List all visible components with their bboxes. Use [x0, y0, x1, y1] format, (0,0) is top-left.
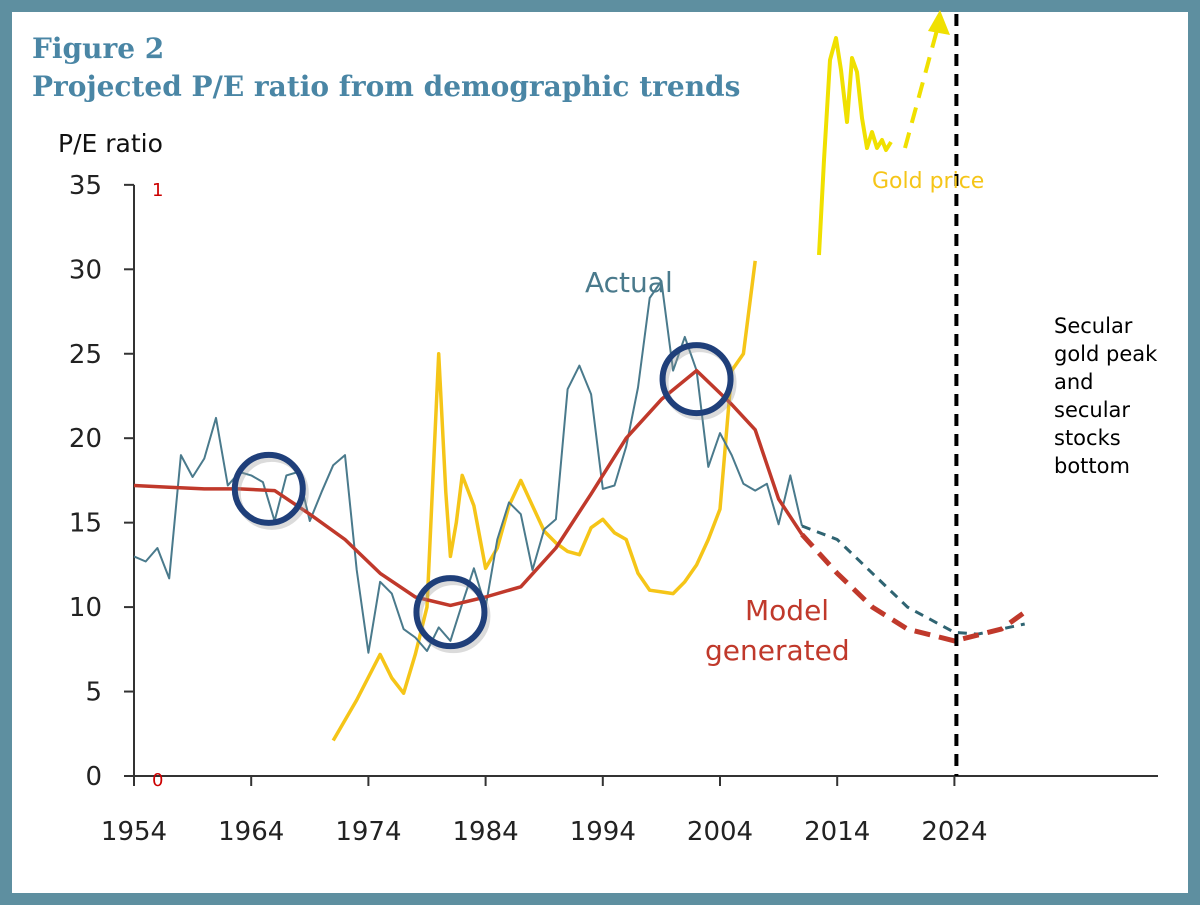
y-tick-label: 0 — [85, 762, 102, 792]
y-tick-label: 20 — [69, 424, 102, 454]
series-actual-projection — [801, 524, 1026, 636]
x-tick-label: 2004 — [687, 817, 753, 847]
y-axis-label: P/E ratio — [58, 129, 163, 158]
series-gold-price — [331, 260, 757, 742]
model-annotation-line1: Model — [745, 594, 829, 627]
x-tick-label: 1964 — [218, 817, 284, 847]
gold-arrow-head — [928, 10, 950, 35]
x-tick-label: 1994 — [570, 817, 636, 847]
secular-annotation: Secular gold peak and secular stocks bot… — [1054, 314, 1158, 478]
series-lines — [133, 10, 1027, 776]
y-tick-label: 30 — [69, 255, 102, 285]
figure-subtitle: Projected P/E ratio from demographic tre… — [32, 70, 741, 103]
gold-arrow-shaft — [903, 29, 939, 149]
highlight-circle — [659, 342, 734, 417]
x-tick-label: 1984 — [453, 817, 519, 847]
x-tick-label: 1974 — [335, 817, 401, 847]
actual-annotation: Actual — [585, 266, 673, 299]
x-tick-label: 2014 — [804, 817, 870, 847]
series-actual — [133, 280, 803, 654]
highlight-circle — [231, 451, 306, 526]
x-tick-label: 2024 — [921, 817, 987, 847]
model-annotation-line2: generated — [705, 634, 850, 667]
highlight-circle — [413, 575, 488, 650]
gold-price-annotation: Gold price — [872, 169, 984, 194]
figure-title: Figure 2 — [32, 32, 165, 65]
series-gold-breakout — [817, 36, 893, 256]
y-tick-label: 25 — [69, 340, 102, 370]
series-model — [133, 368, 804, 608]
x-tick-label: 1954 — [101, 817, 167, 847]
y-tick-label: 5 — [85, 678, 102, 708]
highlight-circles — [231, 342, 737, 654]
series-model-projection — [800, 532, 1027, 644]
secondary-tick-label: 1 — [152, 180, 163, 201]
secondary-tick-label: 0 — [152, 770, 163, 791]
y-tick-label: 35 — [69, 171, 102, 201]
y-tick-label: 10 — [69, 593, 102, 623]
y-tick-label: 15 — [69, 509, 102, 539]
